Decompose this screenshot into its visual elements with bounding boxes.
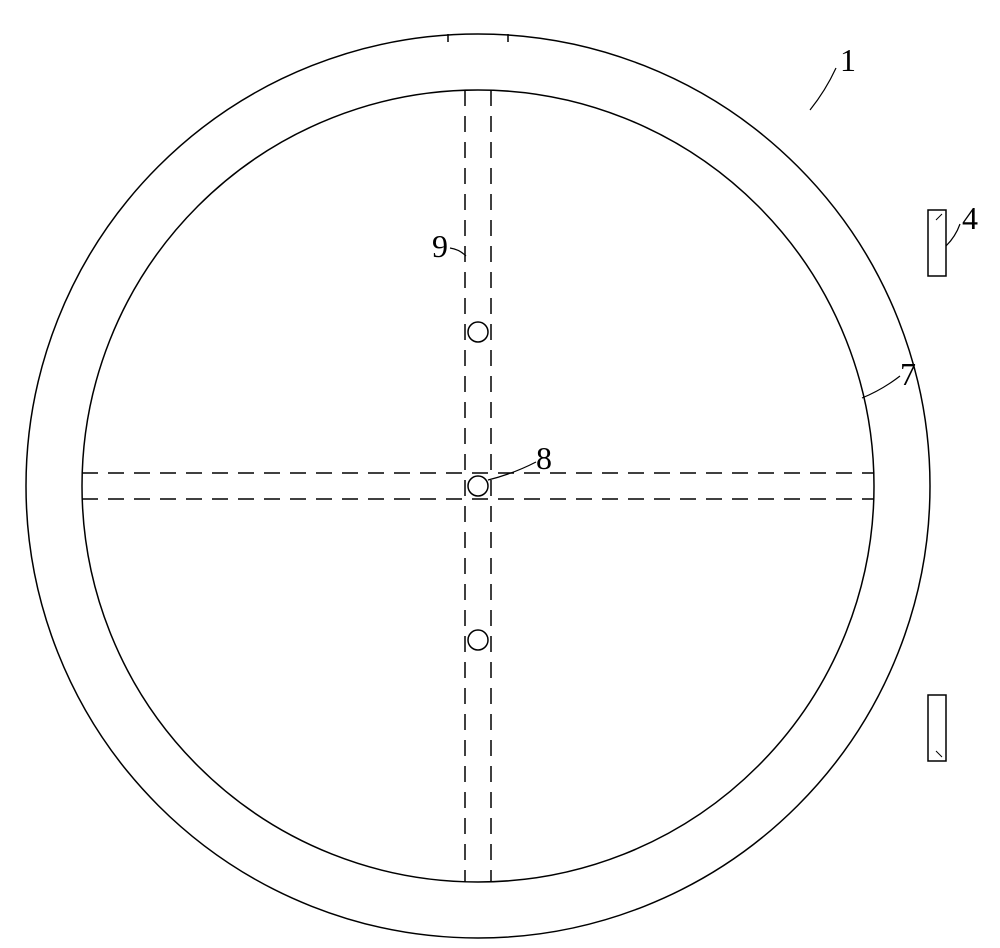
label-1: 1 [840,42,856,79]
label-4: 4 [962,200,978,237]
label-8: 8 [536,440,552,477]
label-9: 9 [432,228,448,265]
label-7: 7 [900,356,916,393]
engineering-diagram [0,0,1000,948]
